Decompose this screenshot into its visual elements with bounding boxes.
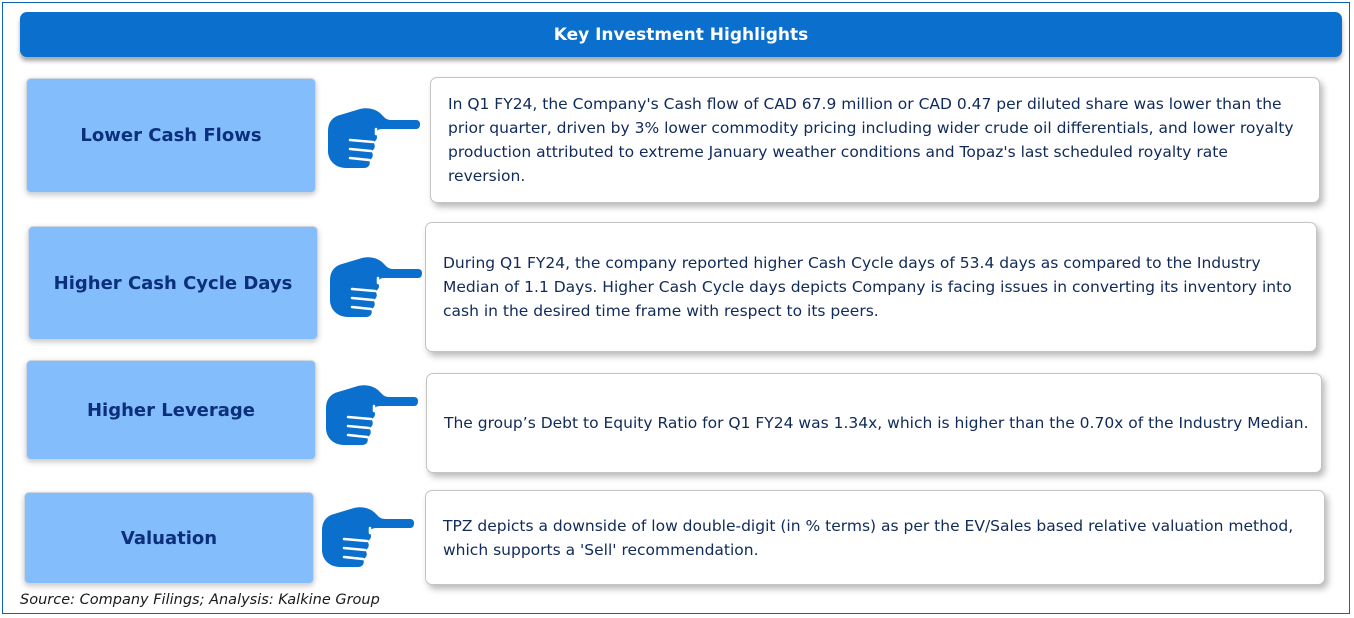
- highlight-label-valuation: Valuation: [24, 492, 314, 584]
- page-title: Key Investment Highlights: [20, 12, 1342, 57]
- source-note: Source: Company Filings; Analysis: Kalki…: [20, 592, 380, 608]
- pointing-hand-icon: [318, 378, 418, 450]
- pointing-hand-icon: [314, 500, 414, 572]
- highlight-description-valuation: TPZ depicts a downside of low double-dig…: [425, 490, 1325, 585]
- pointing-hand-icon: [320, 101, 420, 173]
- highlight-description-higher-leverage: The group’s Debt to Equity Ratio for Q1 …: [426, 373, 1322, 473]
- highlight-description-lower-cash-flows: In Q1 FY24, the Company's Cash flow of C…: [430, 77, 1320, 203]
- highlight-label-higher-leverage: Higher Leverage: [26, 360, 316, 460]
- highlight-label-lower-cash-flows: Lower Cash Flows: [26, 78, 316, 193]
- pointing-hand-icon: [322, 250, 422, 322]
- highlight-label-higher-cash-cycle-days: Higher Cash Cycle Days: [28, 226, 318, 340]
- highlight-description-higher-cash-cycle-days: During Q1 FY24, the company reported hig…: [425, 222, 1317, 352]
